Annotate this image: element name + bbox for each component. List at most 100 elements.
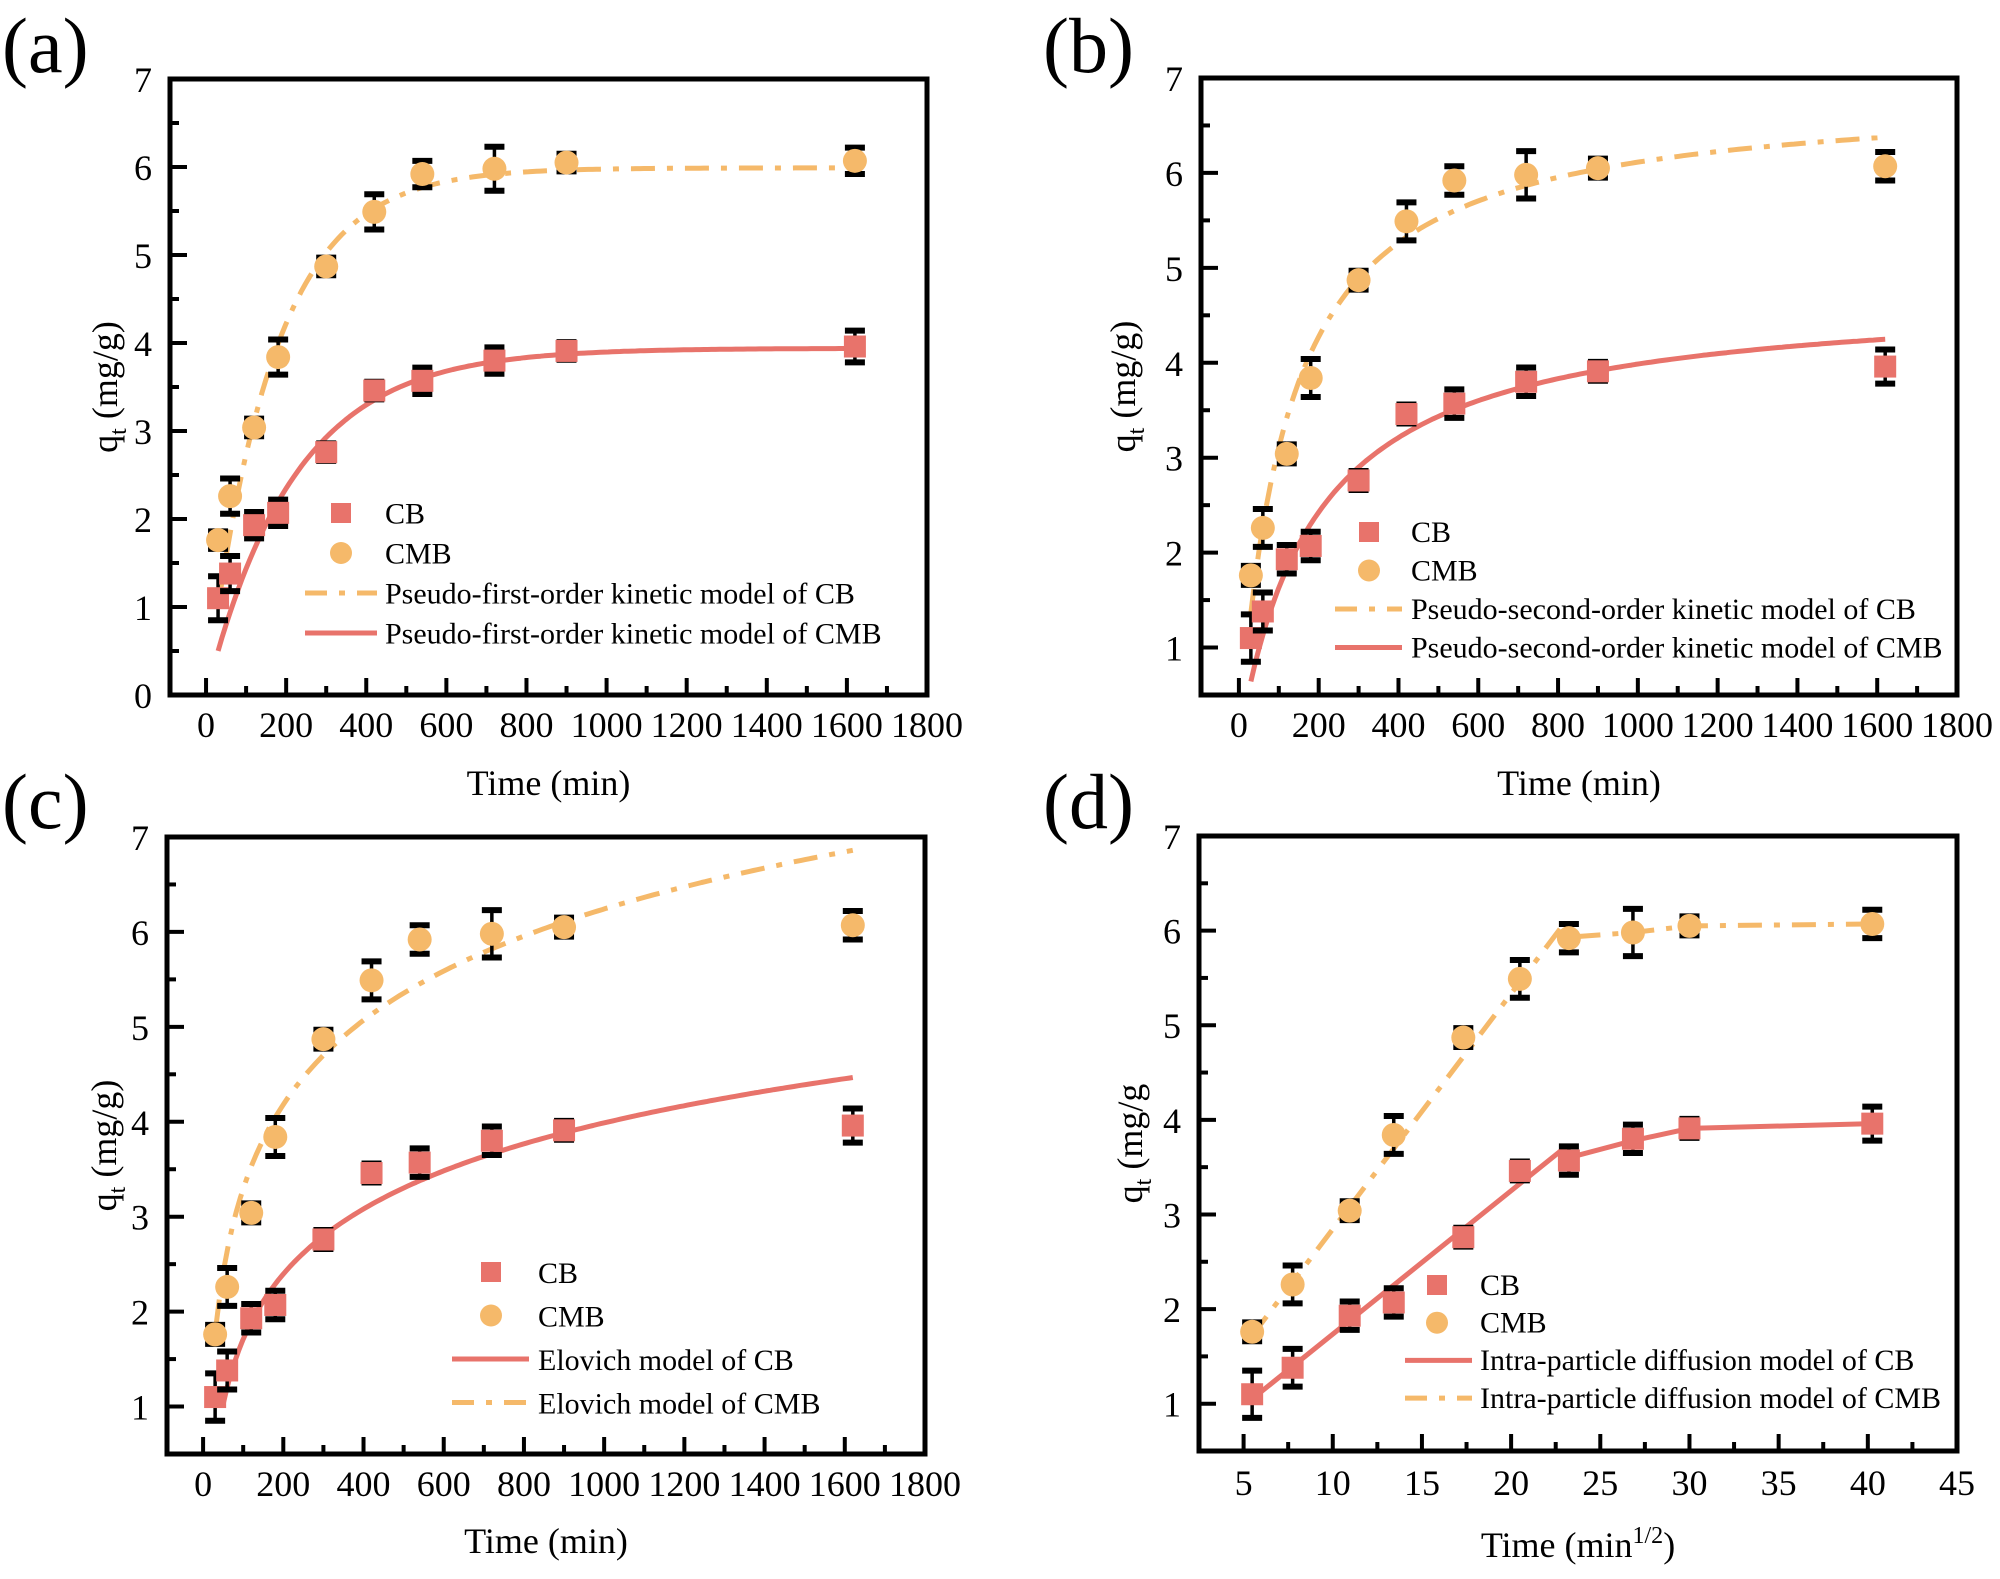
legend-item: Intra-particle diffusion model of CB [1405, 1344, 1914, 1377]
data-point-circle [206, 528, 231, 553]
y-tick-label: 2 [1165, 534, 1183, 574]
y-tick-label: 5 [1163, 1006, 1181, 1046]
x-tick-label: 40 [1850, 1463, 1886, 1503]
plot-frame [167, 76, 930, 698]
x-tick-label: 1600 [809, 1464, 881, 1504]
data-point-square [1241, 1383, 1264, 1406]
data-point-square [1678, 1117, 1701, 1140]
y-axis-title-sub: t [105, 1186, 131, 1193]
model-curve-solid [1250, 1121, 1873, 1401]
legend-item: Elovich model of CB [452, 1344, 794, 1377]
x-tick-label: 1800 [889, 1464, 961, 1504]
data-point-circle [311, 1027, 336, 1052]
legend-item: CB [1427, 1269, 1520, 1302]
x-tick-label: 200 [259, 705, 313, 745]
data-point-square [1874, 355, 1897, 378]
data-point-square [240, 1307, 263, 1330]
x-tick-label: 0 [194, 1464, 212, 1504]
legend-label: Elovich model of CMB [538, 1387, 820, 1420]
y-axis-title: qt (mg/g [1110, 1084, 1157, 1204]
x-tick-label: 1600 [1841, 705, 1913, 745]
data-point-circle [1507, 966, 1532, 991]
y-axis-title-rest: (mg/g) [1103, 321, 1143, 428]
series-cmb [1240, 905, 1885, 1345]
data-point-square [1861, 1112, 1884, 1135]
legend-label: Pseudo-first-order kinetic model of CMB [385, 618, 882, 651]
y-tick-label: 3 [134, 412, 152, 452]
data-point-square [264, 1293, 287, 1316]
legend-item: Pseudo-first-order kinetic model of CB [305, 578, 855, 611]
data-point-circle [1274, 441, 1299, 466]
data-point-square [555, 339, 578, 362]
y-tick-label: 5 [1165, 249, 1183, 289]
legend-label: CB [538, 1257, 578, 1290]
model-curve-solid [1248, 336, 1886, 682]
legend: CB CMB Pseudo-first-order kinetic model of… [305, 498, 882, 651]
data-point-square [1395, 403, 1418, 426]
data-point-square [408, 1151, 431, 1174]
model-curves [1250, 920, 1873, 1401]
data-point-circle [1860, 911, 1885, 936]
data-point-square [1347, 469, 1370, 492]
legend-circle-icon [1358, 559, 1380, 582]
legend-label: CMB [1411, 555, 1478, 588]
data-point-circle [1346, 268, 1371, 293]
x-tick-label: 1800 [891, 705, 963, 745]
data-point-circle [203, 1322, 228, 1347]
legend-item: CB [481, 1257, 578, 1290]
legend-label: Pseudo-second-order kinetic model of CMB [1411, 632, 1943, 665]
model-curves [215, 165, 855, 652]
y-axis-title: qt (mg/g) [1103, 321, 1150, 453]
x-tick-label: 800 [497, 1464, 551, 1504]
x-tick-label: 200 [1292, 705, 1346, 745]
x-tick-label: 5 [1235, 1463, 1253, 1503]
y-axis-title-main: q [1110, 1185, 1150, 1203]
x-tick-label: 400 [1371, 705, 1425, 745]
x-tick-label: 1000 [568, 1464, 640, 1504]
y-tick-label: 5 [134, 236, 152, 276]
data-point-circle [1250, 515, 1275, 540]
x-tick-label: 1400 [1761, 705, 1833, 745]
series-cb [207, 327, 866, 624]
plot-frame [1196, 833, 1960, 1454]
data-point-square [1275, 548, 1298, 571]
y-tick-label: 2 [131, 1293, 149, 1333]
data-point-square [480, 1129, 503, 1152]
panel-label: (c) [2, 758, 89, 845]
model-curves [213, 847, 854, 1405]
legend: CB CMB Intra-particle diffusion model of C… [1405, 1269, 1941, 1415]
y-axis-title-sub: t [1131, 1178, 1157, 1185]
x-tick-label: 10 [1315, 1463, 1351, 1503]
legend-circle-icon [1426, 1311, 1448, 1334]
y-tick-label: 4 [131, 1103, 149, 1143]
data-point-circle [407, 927, 432, 952]
series-cb [1239, 346, 1897, 665]
legend-item: CB [331, 498, 425, 531]
panel-label: (d) [1043, 758, 1134, 845]
data-point-square [312, 1228, 335, 1251]
legend-square-icon [1427, 1275, 1447, 1295]
legend-item: Pseudo-first-order kinetic model of CMB [305, 618, 882, 651]
data-point-circle [842, 148, 867, 173]
data-point-circle [1280, 1272, 1305, 1297]
y-tick-label: 6 [1165, 154, 1183, 194]
legend-label: Elovich model of CB [538, 1344, 794, 1377]
data-point-circle [1514, 162, 1539, 187]
y-axis-title-sub: t [106, 428, 132, 435]
y-tick-label: 7 [134, 60, 152, 100]
data-point-circle [552, 915, 577, 940]
legend-item: Elovich model of CMB [452, 1387, 820, 1420]
panel-label: (b) [1043, 2, 1134, 89]
legend-item: CMB [1426, 1307, 1547, 1340]
x-tick-label: 0 [197, 705, 215, 745]
legend-circle-icon [330, 542, 352, 564]
data-point-circle [1451, 1025, 1476, 1050]
x-tick-label: 1400 [731, 705, 803, 745]
y-axis-title-rest: (mg/g) [85, 321, 125, 428]
data-point-square [315, 441, 338, 464]
data-point-circle [314, 254, 339, 279]
y-tick-label: 3 [131, 1198, 149, 1238]
legend-item: CMB [480, 1300, 605, 1333]
